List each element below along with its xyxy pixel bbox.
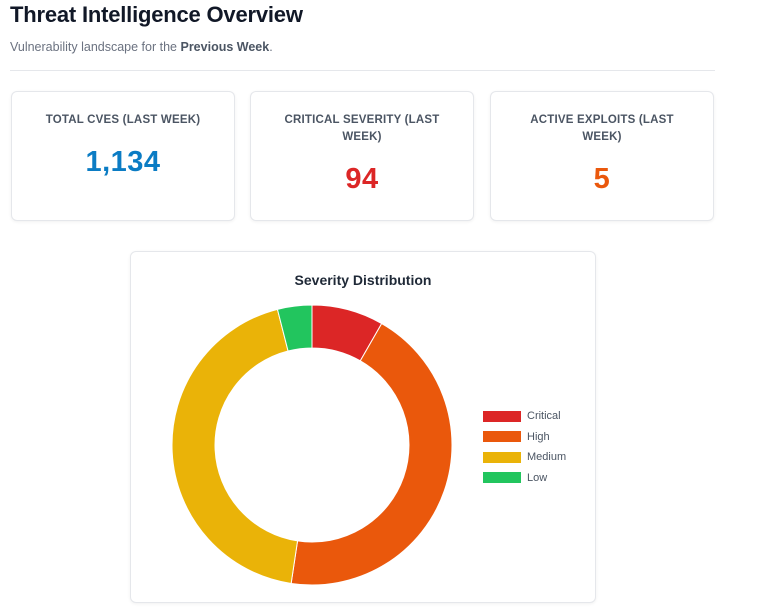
donut-slice-low[interactable] — [276, 304, 313, 352]
stat-value-active-exploits: 5 — [593, 163, 611, 195]
stat-label-active-exploits: ACTIVE EXPLOITS (LAST WEEK) — [530, 114, 674, 143]
legend-item-medium[interactable]: Medium — [483, 447, 566, 468]
header-divider — [10, 70, 715, 71]
subtitle-suffix: . — [269, 40, 273, 54]
stat-card-critical-severity: CRITICAL SEVERITY (LAST WEEK) 94 — [250, 91, 474, 221]
legend-label-high: High — [527, 430, 550, 443]
legend-swatch-low — [483, 472, 521, 484]
chart-legend: Critical High Medium Low — [483, 406, 566, 488]
subtitle-prefix: Vulnerability landscape for the — [10, 40, 181, 54]
donut-slice-medium[interactable] — [171, 308, 299, 585]
stat-label-total-cves: TOTAL CVES (LAST WEEK) — [45, 114, 201, 126]
stat-value-total-cves: 1,134 — [85, 146, 161, 178]
stat-card-active-exploits: ACTIVE EXPLOITS (LAST WEEK) 5 — [490, 91, 714, 221]
page-title: Threat Intelligence Overview — [10, 2, 303, 27]
legend-label-low: Low — [527, 471, 548, 484]
legend-label-medium: Medium — [527, 451, 567, 464]
legend-swatch-medium — [483, 451, 521, 463]
subtitle-period: Previous Week — [180, 40, 270, 54]
legend-item-high[interactable]: High — [483, 427, 566, 448]
legend-swatch-critical — [483, 410, 521, 422]
page-subtitle: Vulnerability landscape for the Previous… — [10, 40, 273, 54]
legend-item-low[interactable]: Low — [483, 468, 566, 489]
stat-label-critical-severity: CRITICAL SEVERITY (LAST WEEK) — [284, 114, 440, 143]
legend-swatch-high — [483, 431, 521, 443]
severity-chart-card: Severity Distribution Critical High Medium… — [130, 251, 596, 603]
chart-title: Severity Distribution — [294, 272, 432, 288]
stat-value-critical-severity: 94 — [345, 163, 379, 195]
donut-slice-high[interactable] — [290, 322, 453, 586]
stat-card-total-cves: TOTAL CVES (LAST WEEK) 1,134 — [11, 91, 235, 221]
legend-item-critical[interactable]: Critical — [483, 406, 566, 427]
legend-label-critical: Critical — [527, 410, 561, 423]
severity-donut-chart — [171, 304, 453, 586]
